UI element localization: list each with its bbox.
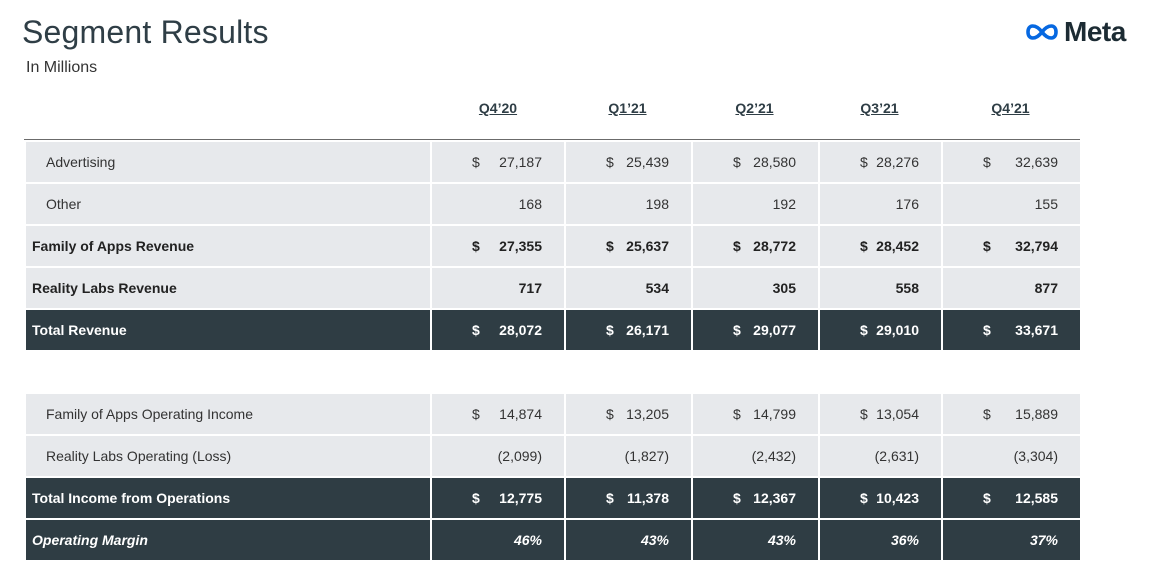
col-header-q3-21: Q3’21 xyxy=(860,100,899,116)
row-label: Total Income from Operations xyxy=(24,476,432,520)
table-row: Family of Apps Operating Income $14,874 … xyxy=(24,392,1082,436)
row-label: Family of Apps Operating Income xyxy=(24,392,432,436)
table-cell: 46% xyxy=(430,518,566,562)
table-cell: 198 xyxy=(564,182,693,226)
col-header-q1-21: Q1’21 xyxy=(608,100,647,116)
table-cell: 168 xyxy=(430,182,566,226)
col-header-q4-20: Q4’20 xyxy=(478,100,518,116)
table-cell: 192 xyxy=(691,182,820,226)
table-cell: $25,637 xyxy=(564,224,693,268)
table-cell: 534 xyxy=(564,266,693,310)
spacer-cell xyxy=(818,350,943,394)
table-cell: $32,794 xyxy=(941,224,1082,268)
table-cell: 877 xyxy=(941,266,1082,310)
row-label: Advertising xyxy=(24,140,432,184)
table-row: Other 168 198 192 176 155 xyxy=(24,182,1082,226)
table-row-total: Total Income from Operations $12,775 $11… xyxy=(24,476,1082,520)
table-cell: 155 xyxy=(941,182,1082,226)
table-cell: (1,827) xyxy=(564,434,693,478)
table-cell: 43% xyxy=(564,518,693,562)
table-cell: $32,639 xyxy=(941,140,1082,184)
table-row: Reality Labs Revenue 717 534 305 558 877 xyxy=(24,266,1082,310)
spacer-cell xyxy=(430,350,566,394)
row-label: Other xyxy=(24,182,432,226)
table-cell: $14,874 xyxy=(430,392,566,436)
spacer-cell xyxy=(941,350,1082,394)
table-cell: 176 xyxy=(818,182,943,226)
col-header-q2-21: Q2’21 xyxy=(735,100,774,116)
table-cell: $28,580 xyxy=(691,140,820,184)
table-cell: $28,072 xyxy=(430,308,566,352)
page-title: Segment Results xyxy=(22,14,269,50)
table-cell: (2,099) xyxy=(430,434,566,478)
table-cell: $26,171 xyxy=(564,308,693,352)
meta-logo-text: Meta xyxy=(1064,16,1126,47)
table-row-margin: Operating Margin 46% 43% 43% 36% 37% xyxy=(24,518,1082,562)
row-label: Total Revenue xyxy=(24,308,432,352)
table-cell: $28,452 xyxy=(818,224,943,268)
table-cell: $13,205 xyxy=(564,392,693,436)
table-cell: $14,799 xyxy=(691,392,820,436)
spacer-cell xyxy=(564,350,693,394)
spacer-cell xyxy=(24,350,432,394)
segment-results-table: Advertising $27,187 $25,439 $28,580 $28,… xyxy=(24,140,1082,562)
table-cell: (2,432) xyxy=(691,434,820,478)
table-cell: 558 xyxy=(818,266,943,310)
row-label: Reality Labs Revenue xyxy=(24,266,432,310)
table-row: Reality Labs Operating (Loss) (2,099) (1… xyxy=(24,434,1082,478)
row-label: Operating Margin xyxy=(24,518,432,562)
table-cell: $25,439 xyxy=(564,140,693,184)
table-cell: 37% xyxy=(941,518,1082,562)
table-row: Family of Apps Revenue $27,355 $25,637 $… xyxy=(24,224,1082,268)
table-cell: $27,187 xyxy=(430,140,566,184)
table-cell: $27,355 xyxy=(430,224,566,268)
header-rule xyxy=(24,139,1080,140)
meta-logo: Meta xyxy=(1024,16,1126,48)
table-cell: $10,423 xyxy=(818,476,943,520)
page-subtitle: In Millions xyxy=(26,59,98,76)
table-cell: 717 xyxy=(430,266,566,310)
table-cell: $13,054 xyxy=(818,392,943,436)
table-cell: (3,304) xyxy=(941,434,1082,478)
spacer-row xyxy=(24,350,1082,394)
table-cell: $33,671 xyxy=(941,308,1082,352)
row-label: Family of Apps Revenue xyxy=(24,224,432,268)
table-row: Advertising $27,187 $25,439 $28,580 $28,… xyxy=(24,140,1082,184)
table-cell: $12,367 xyxy=(691,476,820,520)
col-header-q4-21: Q4’21 xyxy=(991,100,1030,116)
table-cell: $29,077 xyxy=(691,308,820,352)
table-row-total: Total Revenue $28,072 $26,171 $29,077 $2… xyxy=(24,308,1082,352)
table-cell: 305 xyxy=(691,266,820,310)
row-label: Reality Labs Operating (Loss) xyxy=(24,434,432,478)
table-cell: $11,378 xyxy=(564,476,693,520)
table-cell: $29,010 xyxy=(818,308,943,352)
table-cell: $12,775 xyxy=(430,476,566,520)
spacer-cell xyxy=(691,350,820,394)
table-cell: $12,585 xyxy=(941,476,1082,520)
table-cell: 43% xyxy=(691,518,820,562)
table-cell: $28,772 xyxy=(691,224,820,268)
table-cell: (2,631) xyxy=(818,434,943,478)
table-cell: $28,276 xyxy=(818,140,943,184)
table-cell: 36% xyxy=(818,518,943,562)
meta-infinity-icon xyxy=(1026,24,1058,40)
table-cell: $15,889 xyxy=(941,392,1082,436)
